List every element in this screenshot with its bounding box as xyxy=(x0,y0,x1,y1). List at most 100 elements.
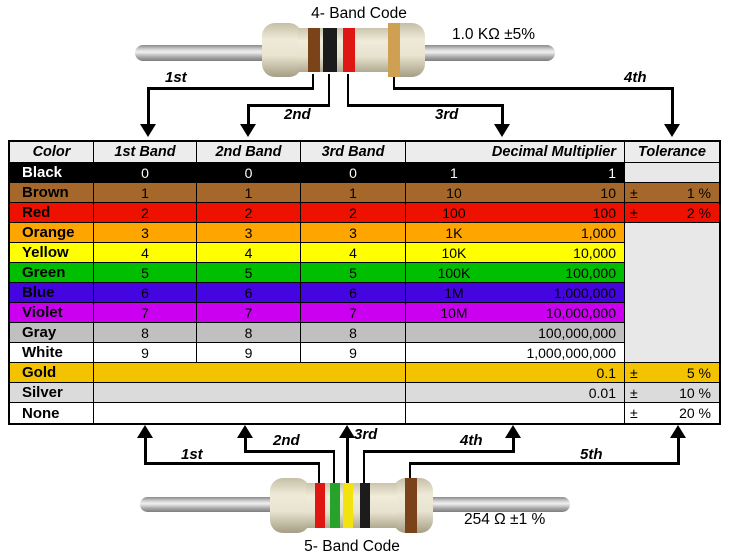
multiplier-value: 0.01 xyxy=(588,384,616,401)
arrow-label-3rd: 3rd xyxy=(354,426,378,443)
tolerance-value: 20 % xyxy=(679,405,711,421)
row-gold-tolerance: ±5 % xyxy=(625,363,719,383)
row-violet-name: Violet xyxy=(10,303,94,323)
tolerance-value: 5 % xyxy=(686,364,711,381)
multiplier-shorthand: 10K xyxy=(441,244,467,261)
arrow-line xyxy=(363,450,515,453)
arrow-line xyxy=(244,437,247,453)
row-gray-tolerance xyxy=(625,323,719,343)
arrow-line xyxy=(347,104,504,107)
row-white-tolerance xyxy=(625,343,719,363)
row-green-multiplier: 100K 100,000 xyxy=(406,263,625,283)
row-gray-band2: 8 xyxy=(197,323,301,343)
resistor-cap-left xyxy=(262,23,302,77)
row-blue-multiplier: 1M 1,000,000 xyxy=(406,283,625,303)
multiplier-shorthand: 1 xyxy=(450,164,458,181)
multiplier-value: 1,000,000 xyxy=(553,284,616,301)
arrow-line xyxy=(501,104,504,125)
arrow-head xyxy=(494,124,510,137)
resistor-cap-left xyxy=(270,478,310,533)
multiplier-value: 1,000,000,000 xyxy=(526,344,616,361)
arrow-line xyxy=(147,87,314,90)
arrow-label-2nd: 2nd xyxy=(284,106,311,123)
row-silver-tolerance: ±10 % xyxy=(625,383,719,403)
row-orange-band2: 3 xyxy=(197,223,301,243)
row-silver-bands xyxy=(94,383,406,403)
header-2nd-band: 2nd Band xyxy=(197,142,301,163)
row-blue-band1: 6 xyxy=(94,283,197,303)
row-yellow-band3: 4 xyxy=(301,243,406,263)
row-gold-bands xyxy=(94,363,406,383)
row-blue-band3: 6 xyxy=(301,283,406,303)
row-black-tolerance xyxy=(625,163,719,183)
row-red-band1: 2 xyxy=(94,203,197,223)
four-band-value-label: 1.0 KΩ ±5% xyxy=(452,26,535,43)
row-green-band2: 5 xyxy=(197,263,301,283)
arrow-label-4th: 4th xyxy=(624,69,647,86)
row-brown-name: Brown xyxy=(10,183,94,203)
row-green-name: Green xyxy=(10,263,94,283)
arrow-line xyxy=(144,437,147,465)
band-yellow xyxy=(343,483,353,528)
row-violet-tolerance xyxy=(625,303,719,323)
arrow-line xyxy=(409,464,411,483)
multiplier-shorthand: 10 xyxy=(446,184,462,201)
arrow-line xyxy=(393,77,395,90)
arrow-line xyxy=(393,87,674,90)
arrow-label-1st: 1st xyxy=(181,446,203,463)
plus-minus-sign: ± xyxy=(630,204,638,221)
row-brown-band3: 1 xyxy=(301,183,406,203)
arrow-line xyxy=(247,104,330,107)
arrow-line xyxy=(312,74,314,90)
arrow-line xyxy=(244,450,335,453)
multiplier-value: 10,000,000 xyxy=(545,304,616,321)
header-tolerance: Tolerance xyxy=(625,142,719,163)
row-black-band3: 0 xyxy=(301,163,406,183)
row-none-name: None xyxy=(10,403,94,423)
row-brown-band2: 1 xyxy=(197,183,301,203)
row-green-band3: 5 xyxy=(301,263,406,283)
row-white-name: White xyxy=(10,343,94,363)
row-yellow-tolerance xyxy=(625,243,719,263)
arrow-head xyxy=(505,425,521,438)
row-blue-band2: 6 xyxy=(197,283,301,303)
multiplier-shorthand: 100K xyxy=(437,264,471,281)
row-silver-multiplier: 0.01 xyxy=(406,383,625,403)
row-gray-band3: 8 xyxy=(301,323,406,343)
arrow-label-3rd: 3rd xyxy=(435,106,459,123)
row-orange-band3: 3 xyxy=(301,223,406,243)
row-white-band1: 9 xyxy=(94,343,197,363)
arrow-line xyxy=(247,104,250,125)
arrow-line xyxy=(328,74,330,107)
plus-minus-sign: ± xyxy=(630,364,638,381)
header-1st-band: 1st Band xyxy=(94,142,197,163)
multiplier-shorthand: 100 xyxy=(442,204,466,221)
arrow-head xyxy=(670,425,686,438)
row-silver-name: Silver xyxy=(10,383,94,403)
multiplier-value: 0.1 xyxy=(596,364,616,381)
header-color: Color xyxy=(10,142,94,163)
row-yellow-multiplier: 10K 10,000 xyxy=(406,243,625,263)
row-white-band2: 9 xyxy=(197,343,301,363)
arrow-line xyxy=(677,437,680,465)
row-red-multiplier: 100 100 xyxy=(406,203,625,223)
row-yellow-name: Yellow xyxy=(10,243,94,263)
row-red-tolerance: ±2 % xyxy=(625,203,719,223)
row-yellow-band2: 4 xyxy=(197,243,301,263)
multiplier-value: 100,000 xyxy=(565,264,616,281)
arrow-line xyxy=(512,437,515,453)
row-gray-multiplier: 100,000,000 xyxy=(406,323,625,343)
arrow-label-5th: 5th xyxy=(580,446,603,463)
row-black-band2: 0 xyxy=(197,163,301,183)
row-none-tolerance: ±20 % xyxy=(625,403,719,423)
arrow-line xyxy=(347,74,349,107)
band-black xyxy=(360,483,370,528)
multiplier-shorthand: 10M xyxy=(440,304,468,321)
arrow-line xyxy=(409,462,680,465)
row-brown-band1: 1 xyxy=(94,183,197,203)
row-blue-name: Blue xyxy=(10,283,94,303)
multiplier-value: 100 xyxy=(592,204,616,221)
four-band-title: 4- Band Code xyxy=(311,5,407,22)
band-black xyxy=(323,28,337,72)
row-none-bands xyxy=(94,403,406,423)
